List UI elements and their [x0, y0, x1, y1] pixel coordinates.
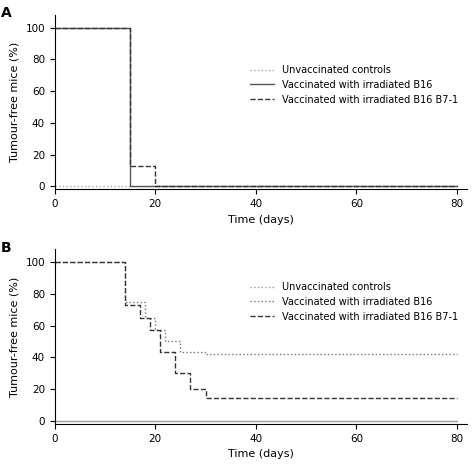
Y-axis label: Tumour-free mice (%): Tumour-free mice (%) — [10, 276, 20, 397]
Text: B: B — [1, 241, 12, 255]
X-axis label: Time (days): Time (days) — [228, 215, 294, 225]
X-axis label: Time (days): Time (days) — [228, 449, 294, 459]
Y-axis label: Tumour-free mice (%): Tumour-free mice (%) — [10, 42, 20, 162]
Legend: Unvaccinated controls, Vaccinated with irradiated B16, Vaccinated with irradiate: Unvaccinated controls, Vaccinated with i… — [246, 278, 462, 326]
Text: A: A — [1, 7, 12, 21]
Legend: Unvaccinated controls, Vaccinated with irradiated B16, Vaccinated with irradiate: Unvaccinated controls, Vaccinated with i… — [246, 61, 462, 109]
